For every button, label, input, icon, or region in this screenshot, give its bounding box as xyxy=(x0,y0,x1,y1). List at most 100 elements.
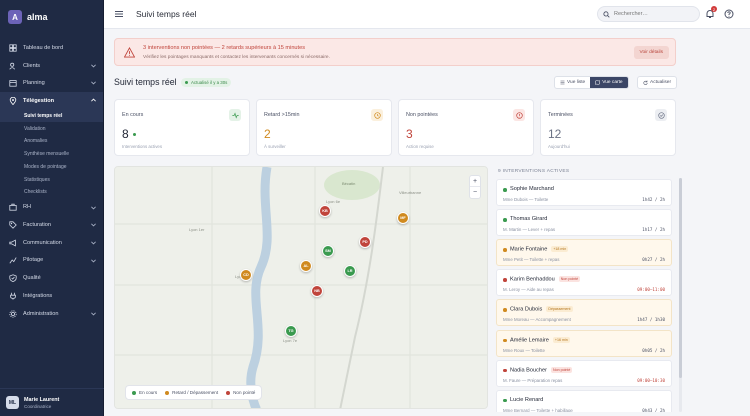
name-text: Amélie Lemaire xyxy=(510,337,549,344)
kpi-card-terminees[interactable]: Terminées 12 Aujourd'hui xyxy=(540,99,676,156)
legend-item-warn: Retard / Dépassement xyxy=(165,390,218,395)
marker-initials: NB xyxy=(314,289,320,293)
map-marker[interactable]: KB xyxy=(319,205,331,217)
kpi-label: Terminées xyxy=(548,112,573,118)
list-item[interactable]: Karim Benhaddou Non pointé M. Leroy — Aide… xyxy=(496,269,672,297)
notification-badge: 2 xyxy=(711,6,717,12)
map-marker[interactable]: AL xyxy=(300,260,312,272)
intervention-map[interactable]: Bécatin Lyon 6e Villeurbanne Lyon 1er Ly… xyxy=(114,166,488,409)
brand[interactable]: A alma xyxy=(0,0,103,34)
subnav-item-suivi-temps-reel[interactable]: Suivi temps réel xyxy=(0,109,103,123)
sidebar-item-label: Intégrations xyxy=(23,292,53,299)
name-text: Karim Benhaddou xyxy=(510,276,555,283)
map-label-street: Lyon 7e xyxy=(283,338,298,343)
zoom-in-button[interactable]: + xyxy=(470,176,480,187)
name-text: Clara Dubois xyxy=(510,306,543,313)
time-progress: 0h27 / 2h xyxy=(642,257,665,263)
sidebar-item-dashboard[interactable]: Tableau de bord xyxy=(0,39,103,57)
kpi-value: 12 xyxy=(548,127,562,141)
sidebar-item-label: Clients xyxy=(23,62,41,69)
refresh-label: Actualiser xyxy=(650,80,672,85)
sidebar-item-qualite[interactable]: Qualité xyxy=(0,269,103,287)
chevron-up-icon xyxy=(91,98,96,102)
kpi-value: 2 xyxy=(264,127,271,141)
list-item[interactable]: Lucie Renard Mme Bernard — Toilette + hab… xyxy=(496,389,672,412)
refresh-icon xyxy=(643,80,648,85)
list-item[interactable]: Clara Dubois Dépassement Mme Moreau — Acco… xyxy=(496,299,672,327)
map-marker[interactable]: MF xyxy=(397,212,409,224)
help-icon[interactable] xyxy=(724,9,734,19)
subnav-item-synthese-mensuelle[interactable]: Synthèse mensuelle xyxy=(24,151,70,158)
list-view-button[interactable]: Vue liste xyxy=(555,77,590,88)
sidebar-item-pilotage[interactable]: Pilotage xyxy=(0,252,103,270)
sidebar-item-label: Administration xyxy=(23,310,59,317)
chevron-down-icon xyxy=(91,312,96,316)
status-badge: Non pointé xyxy=(551,366,573,373)
sidebar-item-planning[interactable]: Planning xyxy=(0,74,103,92)
marker-initials: CD xyxy=(243,273,249,277)
sidebar-nav: Tableau de bord Clients Planning Téléges… xyxy=(0,34,103,322)
list-item[interactable]: Thomas Girard M. Martin — Lever + repas 1h… xyxy=(496,209,672,237)
megaphone-icon xyxy=(8,238,17,247)
map-marker[interactable]: NB xyxy=(311,285,323,297)
sidebar-item-rh[interactable]: RH xyxy=(0,199,103,217)
shield-check-icon xyxy=(8,274,17,283)
sidebar-item-communication[interactable]: Communication xyxy=(0,234,103,252)
legend-label: Non pointé xyxy=(233,390,256,395)
marker-initials: AL xyxy=(303,264,309,268)
status-dot xyxy=(503,218,507,222)
refresh-button[interactable]: Actualiser xyxy=(637,76,678,89)
subnav-item-anomalies[interactable]: Anomalies xyxy=(24,138,48,145)
clock-icon xyxy=(371,109,383,121)
sidebar-item-label: Planning xyxy=(23,80,45,87)
time-progress: 1h47 / 1h30 xyxy=(637,317,665,323)
sidebar-item-clients[interactable]: Clients xyxy=(0,57,103,75)
map-marker[interactable]: CD xyxy=(240,269,252,281)
sidebar-item-administration[interactable]: Administration xyxy=(0,305,103,323)
time-progress: 1h42 / 2h xyxy=(642,197,665,203)
map-marker[interactable]: SM xyxy=(322,245,334,257)
legend-label: En cours xyxy=(139,390,158,395)
time-progress: 09:00–10:30 xyxy=(637,377,665,383)
kpi-card-retard[interactable]: Retard >15min 2 À surveiller xyxy=(256,99,392,156)
sidebar-item-integrations[interactable]: Intégrations xyxy=(0,287,103,305)
view-toggle: Vue liste Vue carte xyxy=(554,76,629,89)
search-box[interactable] xyxy=(597,6,700,22)
kpi-card-en-cours[interactable]: En cours 8 Interventions actives xyxy=(114,99,250,156)
sidebar-item-facturation[interactable]: Facturation xyxy=(0,216,103,234)
briefcase-icon xyxy=(8,203,17,212)
scrollbar-thumb[interactable] xyxy=(679,178,682,378)
kpi-card-non-pointees[interactable]: Non pointées 3 Action requise xyxy=(398,99,534,156)
map-view-button[interactable]: Vue carte xyxy=(590,77,628,88)
marker-initials: LR xyxy=(347,269,353,273)
intervenant-name: Amélie Lemaire +16 min xyxy=(510,336,570,344)
bell-icon[interactable] xyxy=(705,9,715,19)
live-dot xyxy=(185,81,188,84)
map-label-park: Bécatin xyxy=(342,181,356,186)
list-item[interactable]: Sophie Marchand Mme Dubois — Toilette 1h42… xyxy=(496,179,672,207)
menu-icon[interactable] xyxy=(114,9,124,19)
list-item[interactable]: Amélie Lemaire +16 min Mme Roux — Toilette… xyxy=(496,329,672,357)
list-icon xyxy=(560,80,565,85)
user-card[interactable]: ML Marie Laurent Coordinatrice xyxy=(0,388,104,416)
subnav-item-checklists[interactable]: Checklists xyxy=(24,189,47,196)
map-label-street: Lyon 1er xyxy=(189,227,205,232)
map-marker[interactable]: PD xyxy=(359,236,371,248)
subnav-item-validation[interactable]: Validation xyxy=(24,125,46,132)
sidebar-item-telegestion[interactable]: Télégestion xyxy=(0,92,103,110)
view-details-button[interactable]: Voir détails xyxy=(633,46,669,59)
kpi-sub: À surveiller xyxy=(264,144,286,149)
search-input[interactable] xyxy=(614,11,694,17)
subnav-item-statistiques[interactable]: Statistiques xyxy=(24,176,50,183)
sidebar-item-label: Tableau de bord xyxy=(23,44,64,51)
list-item[interactable]: Nadia Boucher Non pointé M. Faure — Prépar… xyxy=(496,359,672,387)
intervenant-name: Lucie Renard xyxy=(510,397,543,403)
zoom-out-button[interactable]: − xyxy=(472,189,478,196)
map-marker[interactable]: LR xyxy=(344,265,356,277)
status-dot xyxy=(503,188,507,192)
map-marker[interactable]: TG xyxy=(285,325,297,337)
chevron-down-icon xyxy=(91,64,96,68)
subnav-item-modes-de-pointage[interactable]: Modes de pointage xyxy=(24,163,67,170)
list-item[interactable]: Marie Fontaine +18 min Mme Petit — Toilett… xyxy=(496,239,672,267)
warning-icon xyxy=(124,47,135,58)
